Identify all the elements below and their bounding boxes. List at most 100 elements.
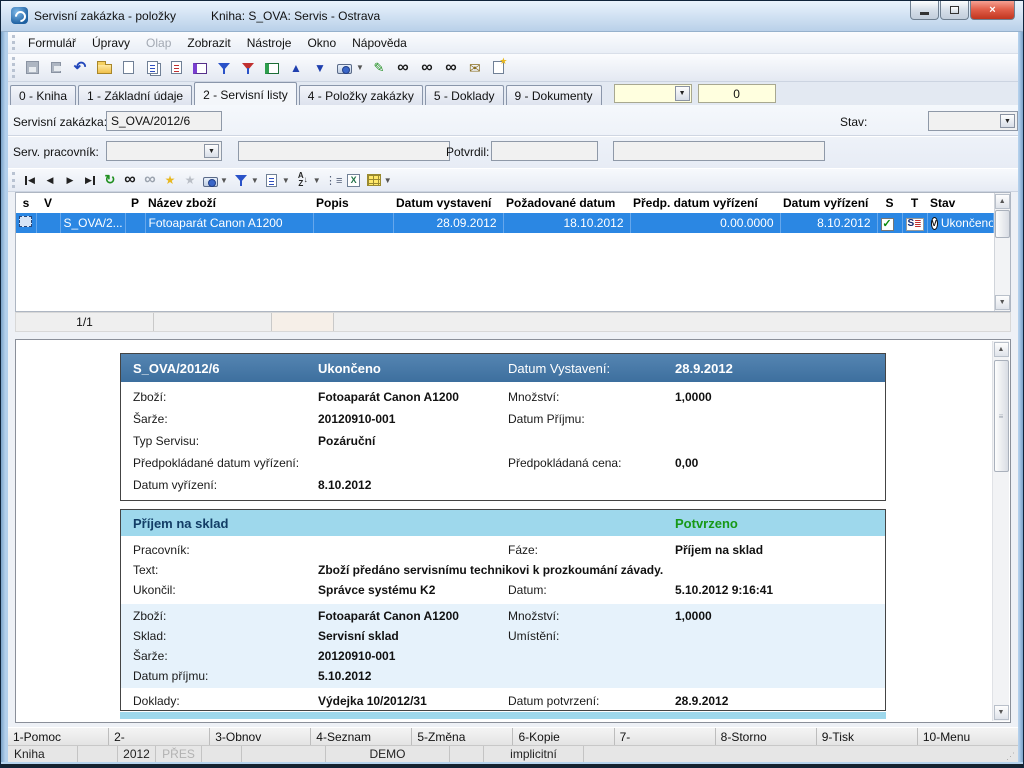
fkey-5-zmena[interactable]: 5-Změna (412, 728, 514, 745)
fkey-7[interactable]: 7- (615, 728, 716, 745)
col-header-s[interactable]: s (22, 196, 30, 210)
find-book-button[interactable]: ∞ (415, 57, 439, 79)
detail-vertical-scrollbar[interactable]: ▲ ≡ ▼ (992, 341, 1009, 721)
find-next-button[interactable]: ∞ (439, 57, 463, 79)
filter-dropdown-caret[interactable]: ▼ (250, 175, 259, 185)
worker-name-field[interactable] (238, 141, 450, 161)
move-up-button[interactable]: ▲ (284, 57, 308, 79)
tab-servisni-listy[interactable]: 2 - Servisní listy (194, 82, 297, 105)
col-header-predp-datum[interactable]: Předp. datum vyřízení (633, 196, 758, 210)
grid-find-next-button[interactable]: ∞ (140, 170, 160, 190)
menu-okno[interactable]: Okno (307, 35, 337, 50)
status-dropdown-button[interactable]: ▼ (1000, 114, 1015, 128)
book-button[interactable] (188, 57, 212, 79)
form-view-dropdown-caret[interactable]: ▼ (281, 175, 290, 185)
col-header-datum-vystaveni[interactable]: Datum vystavení (396, 196, 492, 210)
remove-favorite-button[interactable]: ★ (180, 170, 200, 190)
paste-document-button[interactable] (164, 57, 188, 79)
last-record-button[interactable]: ▶ (80, 170, 100, 190)
fkey-1-pomoc[interactable]: 1-Pomoc (8, 728, 110, 745)
grid-vertical-scrollbar[interactable]: ▲ ▼ (993, 193, 1010, 311)
confirmed-name-field[interactable] (613, 141, 825, 161)
menu-upravy[interactable]: Úpravy (92, 35, 131, 50)
worker-combo[interactable]: ▼ (106, 141, 222, 161)
checkbox-checked-icon[interactable]: ✓ (880, 217, 894, 231)
menu-napoveda[interactable]: Nápověda (352, 35, 407, 50)
scroll-up-icon[interactable]: ▲ (994, 194, 1010, 209)
open-button[interactable] (92, 57, 116, 79)
minimize-button[interactable] (910, 1, 939, 20)
status-combo[interactable]: ▼ (928, 111, 1018, 131)
move-down-button[interactable]: ▼ (308, 57, 332, 79)
col-header-v[interactable]: V (43, 196, 52, 210)
save-button[interactable] (20, 57, 44, 79)
mail-button[interactable]: ✉ (463, 57, 487, 79)
excel-export-button[interactable]: X (344, 170, 364, 190)
sort-dropdown-caret[interactable]: ▼ (312, 175, 321, 185)
sign-button[interactable]: ✎ (367, 57, 391, 79)
fkey-10-menu[interactable]: 10-Menu (922, 729, 971, 744)
col-header-s2[interactable]: S (885, 196, 894, 210)
confirmed-code-field[interactable] (491, 141, 598, 161)
col-header-datum-vyrizeni[interactable]: Datum vyřízení (783, 196, 869, 210)
col-header-pozadovane-datum[interactable]: Požadované datum (506, 196, 616, 210)
form-view-button[interactable] (262, 170, 282, 190)
menu-formular[interactable]: Formulář (28, 35, 77, 50)
grid-row-selected[interactable]: S_OVA/2... Fotoaparát Canon A1200 28.09.… (16, 213, 994, 233)
numbering-button[interactable]: ⋮≡ (324, 170, 344, 190)
tab-doklady[interactable]: 5 - Doklady (424, 85, 504, 105)
col-header-popis[interactable]: Popis (316, 196, 349, 210)
tab-dokumenty[interactable]: 9 - Dokumenty (505, 85, 602, 105)
fkey-9-tisk[interactable]: 9-Tisk (817, 728, 918, 745)
next-record-button[interactable]: ▶ (60, 170, 80, 190)
batch-button[interactable] (260, 57, 284, 79)
tab-zakladni-udaje[interactable]: 1 - Základní údaje (78, 85, 193, 105)
fkey-3-obnov[interactable]: 3-Obnov (210, 728, 312, 745)
col-header-stav[interactable]: Stav (930, 196, 956, 210)
app-icon[interactable] (11, 7, 28, 24)
detail-scroll-thumb[interactable]: ≡ (993, 360, 1009, 472)
worker-dropdown-button[interactable]: ▼ (204, 144, 219, 158)
menu-nastroje[interactable]: Nástroje (246, 35, 292, 50)
notes-button[interactable]: ★ (487, 56, 511, 79)
combo-dropdown-button[interactable]: ▼ (674, 86, 690, 101)
fkey-4-seznam[interactable]: 4-Seznam (311, 728, 413, 745)
grid-find-button[interactable]: ∞ (120, 170, 140, 190)
scroll-down-icon[interactable]: ▼ (994, 295, 1010, 310)
camera-button[interactable] (332, 57, 356, 79)
sort-button[interactable]: A Z ↓ (293, 170, 313, 190)
fkey-6-kopie[interactable]: 6-Kopie (513, 728, 615, 745)
add-favorite-button[interactable]: ★ (160, 170, 180, 190)
filter-button[interactable] (212, 57, 236, 79)
col-header-p[interactable]: P (130, 196, 139, 210)
fkey-2[interactable]: 2- (109, 728, 211, 745)
grid-filter-button[interactable] (231, 170, 251, 190)
menu-zobrazit[interactable]: Zobrazit (187, 35, 231, 50)
filter-document-button[interactable] (236, 57, 260, 79)
close-button[interactable]: × (970, 1, 1015, 20)
record-combo[interactable]: ▼ (613, 84, 692, 103)
scroll-down-icon[interactable]: ▼ (993, 705, 1009, 720)
col-header-document[interactable] (60, 193, 125, 213)
fkey-8-storno[interactable]: 8-Storno (716, 728, 817, 745)
resize-grip[interactable]: ⋰ (1006, 751, 1015, 761)
goods-link[interactable]: Fotoaparát Canon A1200 (318, 609, 459, 623)
new-document-button[interactable] (116, 57, 140, 79)
camera-dropdown-caret[interactable]: ▼ (356, 63, 364, 72)
columns-dropdown-caret[interactable]: ▼ (383, 175, 392, 185)
find-button[interactable]: ∞ (391, 57, 415, 79)
tab-kniha[interactable]: 0 - Kniha (10, 85, 77, 105)
save-close-button[interactable] (44, 57, 68, 79)
maximize-button[interactable] (940, 1, 969, 20)
goods-link[interactable]: Fotoaparát Canon A1200 (318, 390, 459, 404)
col-header-t[interactable]: T (910, 196, 919, 210)
service-order-field[interactable]: S_OVA/2012/6 (106, 111, 222, 131)
record-counter-field[interactable]: 0 (697, 84, 776, 103)
refresh-button[interactable]: ↻ (100, 170, 120, 190)
document-link[interactable]: Výdejka 10/2012/31 (318, 694, 427, 708)
camera-dropdown-caret[interactable]: ▼ (220, 175, 228, 185)
undo-button[interactable]: ↶ (68, 57, 92, 79)
previous-record-button[interactable]: ◀ (40, 170, 60, 190)
columns-button[interactable] (364, 170, 384, 190)
grid-scroll-thumb[interactable] (994, 210, 1010, 238)
